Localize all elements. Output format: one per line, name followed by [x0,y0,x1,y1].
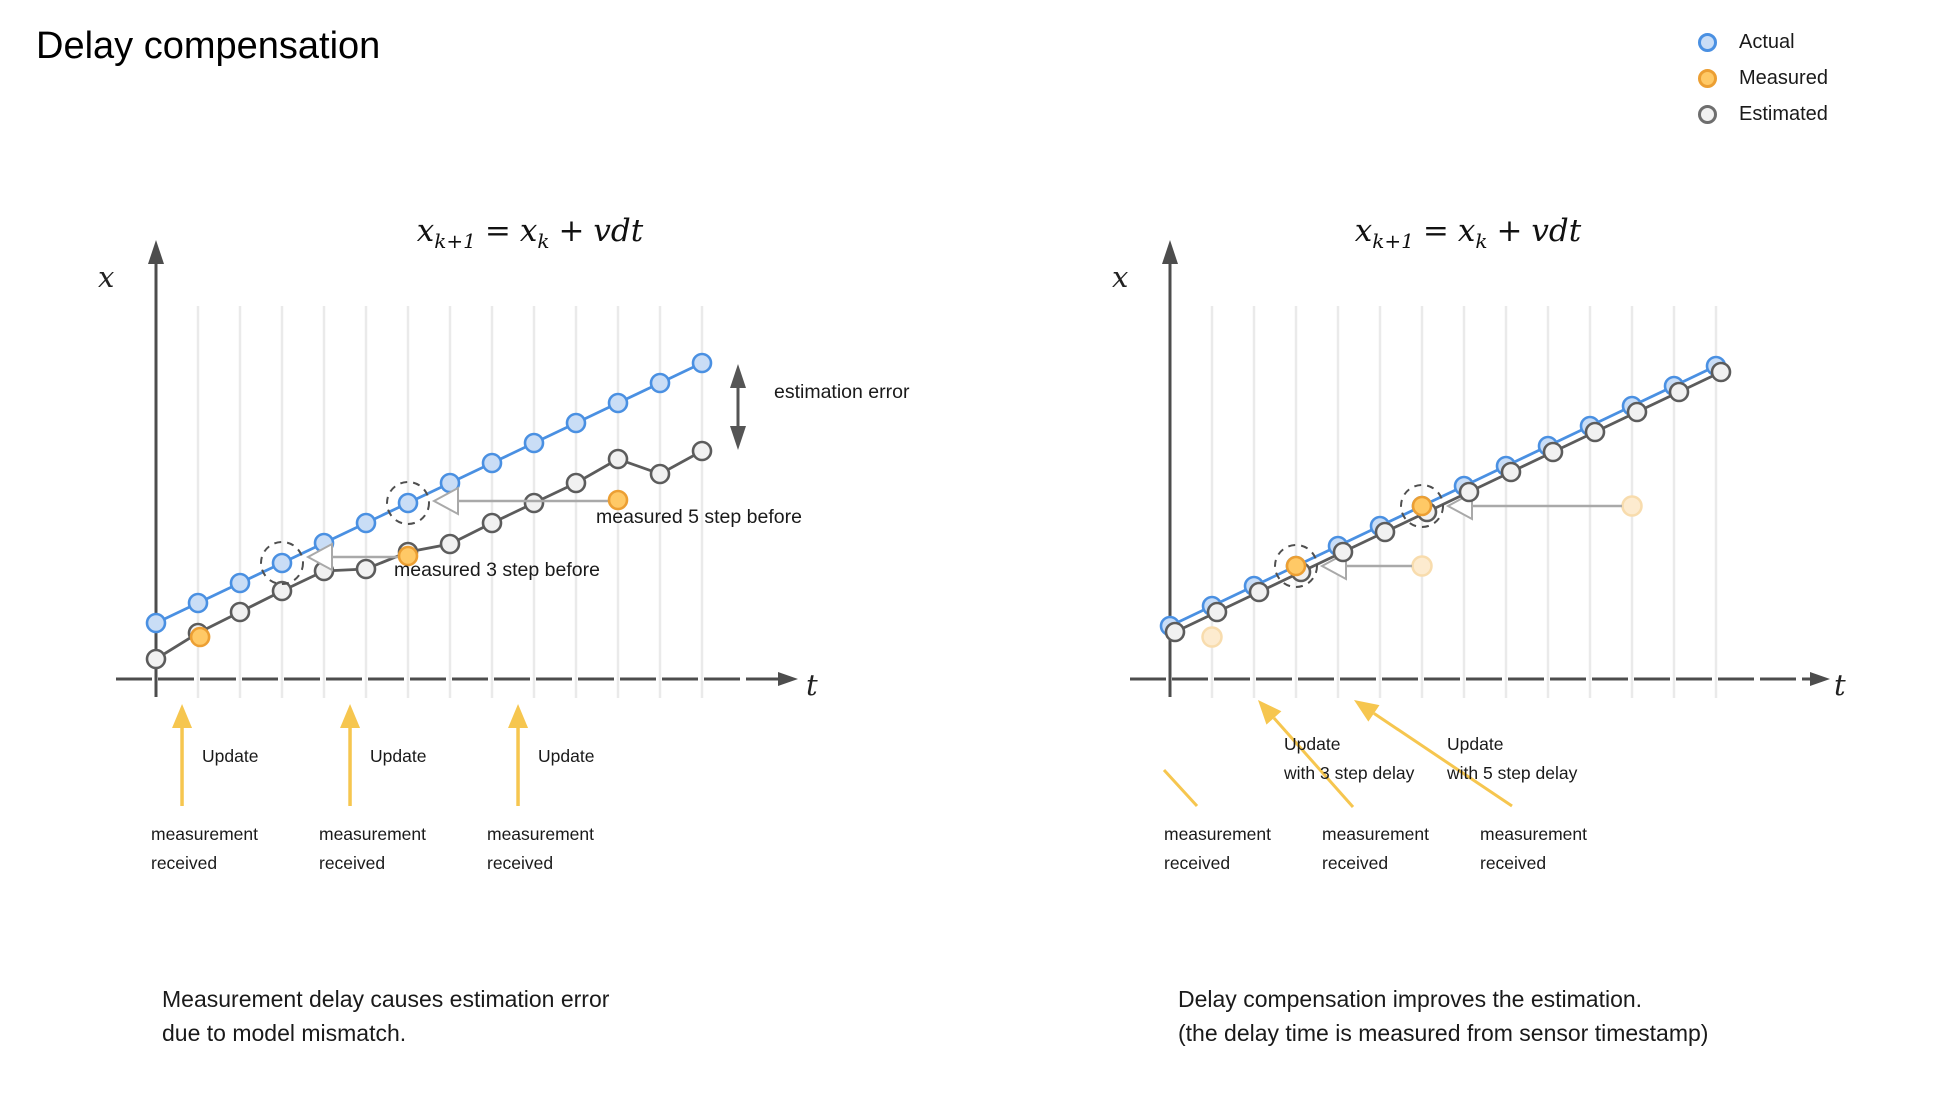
update-5-step-delay-label: Update with 5 step delay [1447,730,1577,788]
legend: Actual Measured Estimated [1698,31,1828,126]
right-plot [1130,240,1830,698]
x-axis-label-right: t [1834,668,1846,702]
y-axis-label-right: x [1112,260,1129,294]
formula-part: x [519,213,538,249]
actual-marker-icon [1698,33,1717,52]
actual-series [1159,355,1727,637]
measurement-received-label-2: measurement received [319,820,426,878]
label-line: with 5 step delay [1447,763,1578,783]
label-line: Update [1447,734,1504,754]
formula-part: k+1 [1372,229,1414,253]
actual-series [145,352,713,634]
legend-item-measured: Measured [1698,67,1828,90]
label-line: measurement [487,824,594,844]
update-label-2: Update [370,746,427,766]
measured-marker-icon [1698,69,1717,88]
label-line: received [319,853,386,873]
formula-part: = [1422,213,1449,249]
compensated-measured-points [1285,495,1433,577]
estimation-error-arrow [730,364,746,450]
caption-right: Delay compensation improves the estimati… [1178,982,1708,1050]
label-line: measurement [1322,824,1429,844]
measured-points [189,486,629,648]
update-label-1: Update [202,746,259,766]
y-axis-label-left: x [98,260,115,294]
x-axis-label-left: t [806,668,818,702]
update-3-step-delay-label: Update with 3 step delay [1284,730,1414,788]
formula-part: x [1457,213,1476,249]
measured-3-step-label: measured 3 step before [394,559,600,581]
formula-part: + [558,213,585,249]
update-arrows-left [172,704,529,806]
estimated-series [1164,361,1732,643]
legend-label: Estimated [1739,103,1828,125]
measured-5-step-label: measured 5 step before [596,506,802,528]
left-plot [116,240,798,698]
formula-right: xk+1 = xk + vdt [1268,213,1668,253]
caption-line: (the delay time is measured from sensor … [1178,1020,1709,1046]
label-line: received [151,853,218,873]
page-title: Delay compensation [36,25,381,67]
update-arrows-right [1162,700,1513,808]
label-line: received [487,853,554,873]
estimated-series [145,440,713,670]
formula-part: x [1354,213,1373,249]
caption-line: Measurement delay causes estimation erro… [162,986,610,1012]
legend-label: Measured [1739,67,1828,89]
formula-part: x [416,213,435,249]
dashed-highlight-circles [1274,484,1444,588]
formula-part: k+1 [434,229,476,253]
formula-part: = [484,213,511,249]
measurement-received-label-5: measurement received [1322,820,1429,878]
label-line: received [1164,853,1231,873]
caption-line: due to model mismatch. [162,1020,407,1046]
label-line: received [1480,853,1547,873]
estimation-error-label: estimation error [774,381,910,403]
legend-label: Actual [1739,31,1795,53]
measurement-received-label-3: measurement received [487,820,594,878]
formula-part: k [1475,229,1488,253]
dashed-highlight-circles [260,481,430,585]
label-line: Update [1284,734,1341,754]
formula-part: + [1496,213,1523,249]
legend-item-actual: Actual [1698,31,1828,54]
caption-left: Measurement delay causes estimation erro… [162,982,609,1050]
label-line: measurement [151,824,258,844]
measurement-received-label-6: measurement received [1480,820,1587,878]
label-line: measurement [1480,824,1587,844]
formula-part: vdt [1531,213,1582,249]
measurement-received-label-1: measurement received [151,820,258,878]
formula-part: vdt [593,213,644,249]
update-label-3: Update [538,746,595,766]
legend-item-estimated: Estimated [1698,103,1828,126]
label-line: with 3 step delay [1284,763,1415,783]
formula-part: k [537,229,550,253]
label-line: received [1322,853,1389,873]
caption-line: Delay compensation improves the estimati… [1178,986,1643,1012]
formula-left: xk+1 = xk + vdt [330,213,730,253]
axes [1130,240,1830,697]
label-line: measurement [319,824,426,844]
label-line: measurement [1164,824,1271,844]
axes [116,240,798,697]
estimated-marker-icon [1698,105,1717,124]
measurement-received-label-4: measurement received [1164,820,1271,878]
